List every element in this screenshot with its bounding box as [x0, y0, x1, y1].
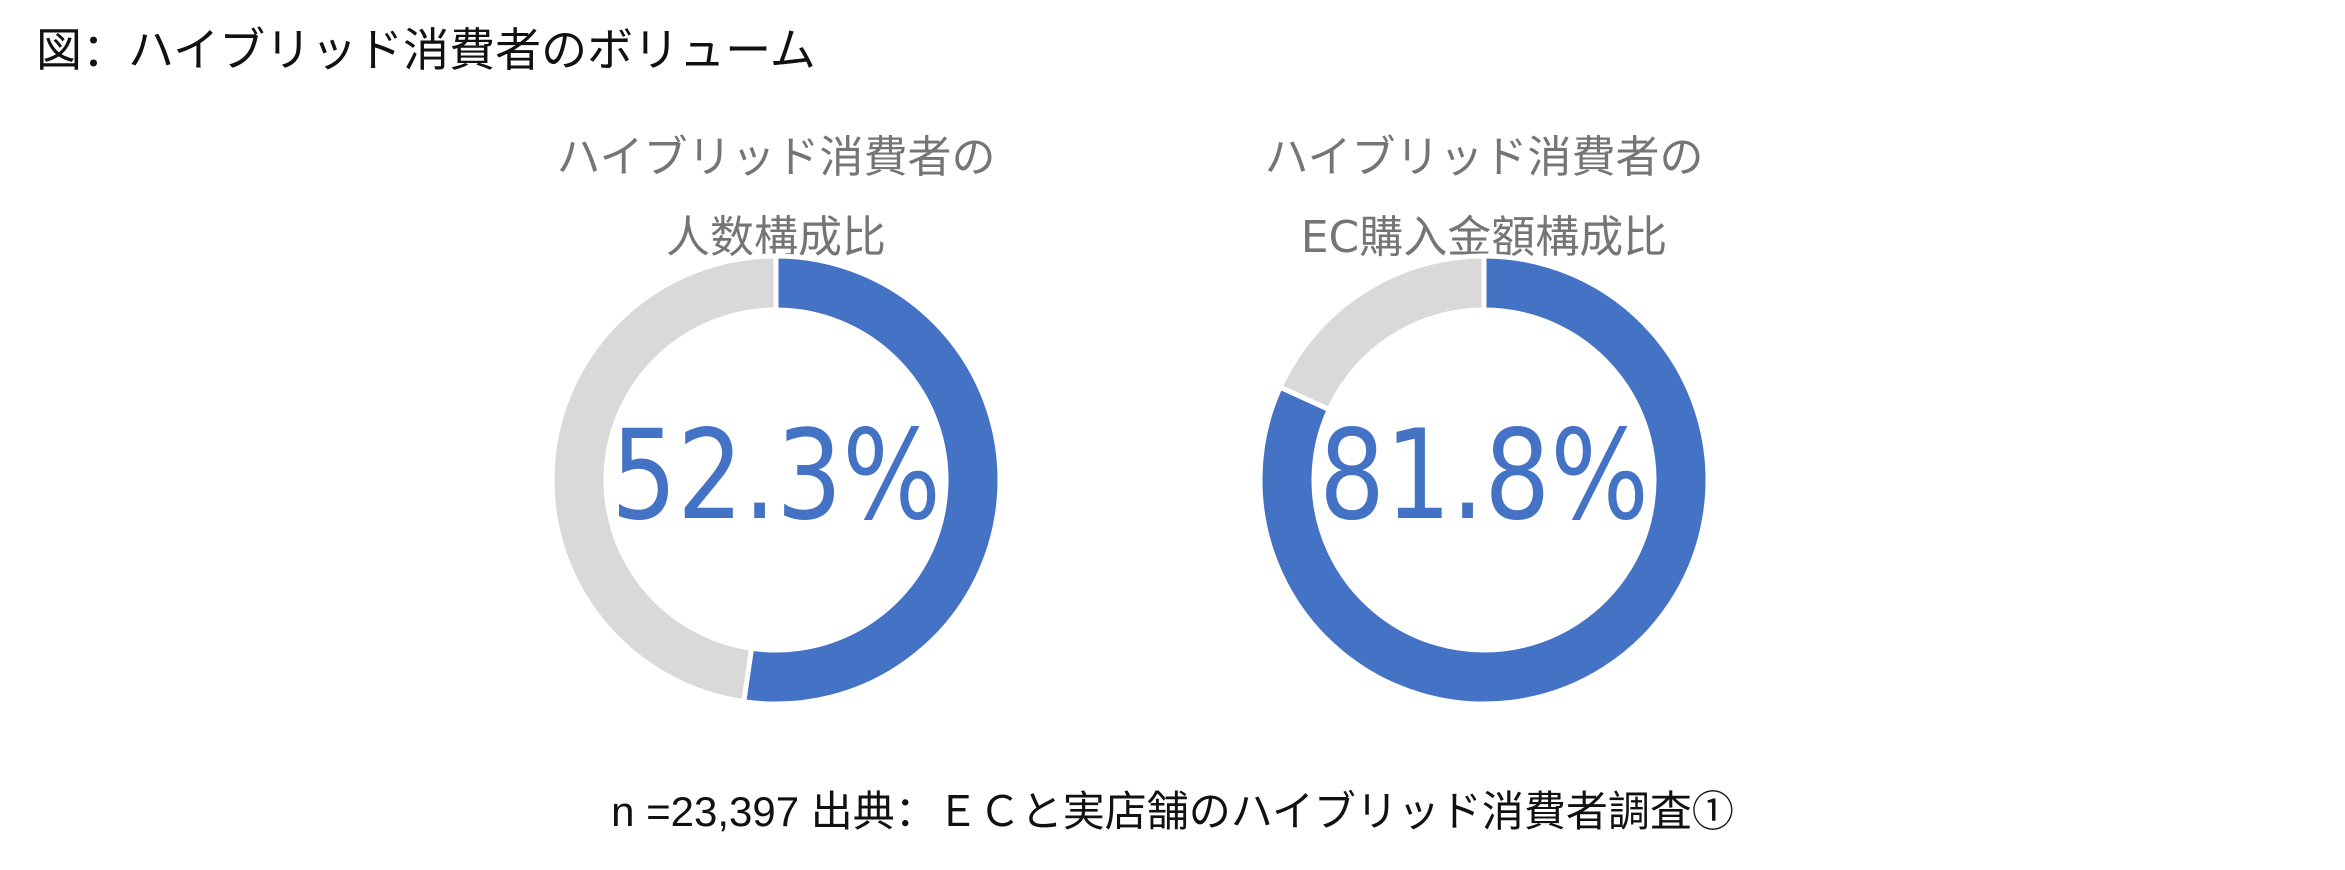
donut-center-label: 81.8% [1319, 404, 1649, 548]
donut-center-label: 52.3% [611, 404, 941, 548]
donut-slice-value [740, 253, 1003, 707]
donut-slice-value [1257, 253, 1711, 707]
donut-title-line1: ハイブリッド消費者の [1264, 132, 1704, 183]
donut-slice-remainder [549, 253, 779, 705]
donut-chart-ec-spend: ハイブリッド消費者の EC購入金額構成比 81.8% [1164, 118, 1804, 718]
source-caption: n =23,397 出典：ＥＣと実店舗のハイブリッド消費者調査① [611, 788, 1734, 835]
figure-title: 図：ハイブリッド消費者のボリューム [36, 23, 816, 77]
donut-svg: 52.3% [549, 253, 1003, 707]
donut-svg: 81.8% [1257, 253, 1711, 707]
donut-chart-headcount: ハイブリッド消費者の 人数構成比 52.3% [456, 118, 1096, 718]
donut-title-line1: ハイブリッド消費者の [556, 132, 996, 183]
donut-slice-remainder [1276, 253, 1487, 413]
